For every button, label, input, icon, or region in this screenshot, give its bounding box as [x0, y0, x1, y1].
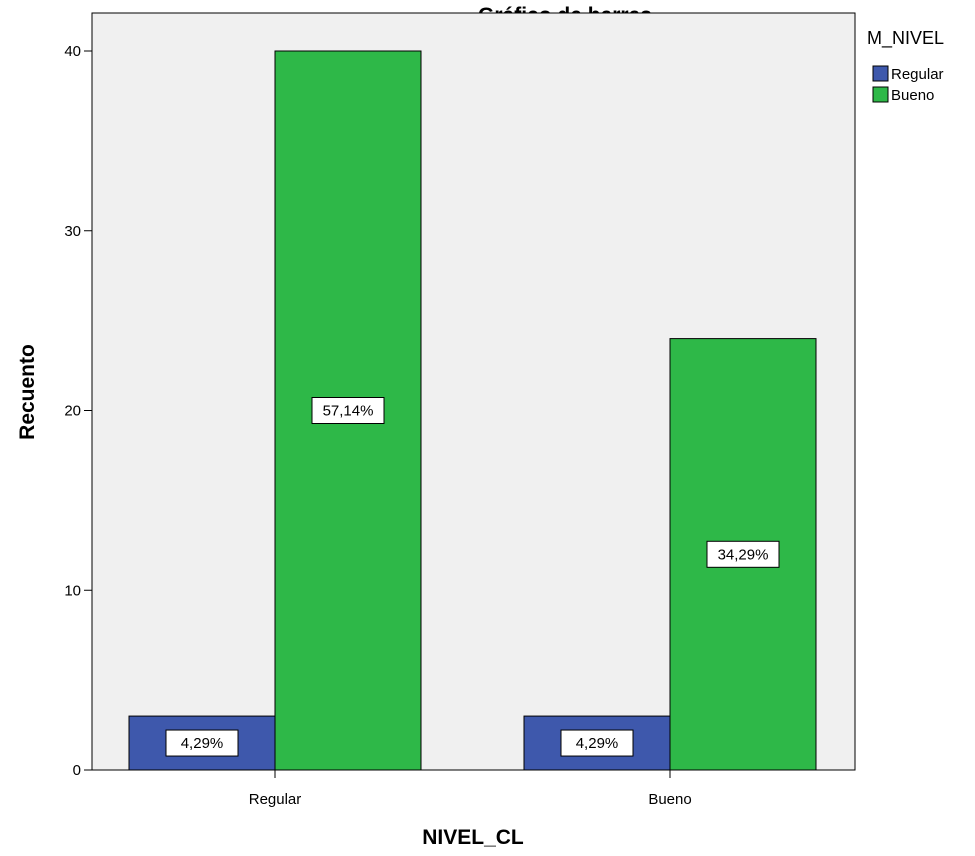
legend-swatch-regular — [872, 65, 889, 82]
data-label-box — [311, 397, 385, 424]
legend-swatch-bueno — [872, 86, 889, 103]
y-tick-label: 0 — [73, 762, 81, 779]
legend-label: Bueno — [891, 87, 934, 104]
data-label: 34,29% — [718, 546, 769, 563]
y-axis-title: Recuento — [16, 344, 39, 440]
data-label-box — [706, 540, 780, 568]
legend: M_NIVEL Regular Bueno — [867, 28, 944, 104]
x-tick-label: Bueno — [648, 791, 691, 808]
data-label: 57,14% — [323, 403, 374, 420]
x-axis-title: NIVEL_CL — [422, 826, 524, 849]
data-label-box — [560, 729, 634, 757]
y-tick-label: 30 — [64, 223, 81, 240]
legend-title: M_NIVEL — [867, 28, 944, 49]
x-axis: Regular Bueno — [249, 770, 692, 808]
y-tick-label: 40 — [64, 43, 81, 60]
y-tick-label: 20 — [64, 403, 81, 420]
y-tick-label: 10 — [64, 582, 81, 599]
legend-label: Regular — [891, 66, 944, 83]
data-label: 4,29% — [181, 735, 224, 752]
y-axis: 0 10 20 30 40 — [64, 43, 92, 779]
x-tick-label: Regular — [249, 791, 302, 808]
bar-labels: 4,29% 57,14% 4,29% 34,29% — [165, 397, 780, 757]
data-label-box — [165, 729, 239, 757]
data-label: 4,29% — [576, 735, 619, 752]
